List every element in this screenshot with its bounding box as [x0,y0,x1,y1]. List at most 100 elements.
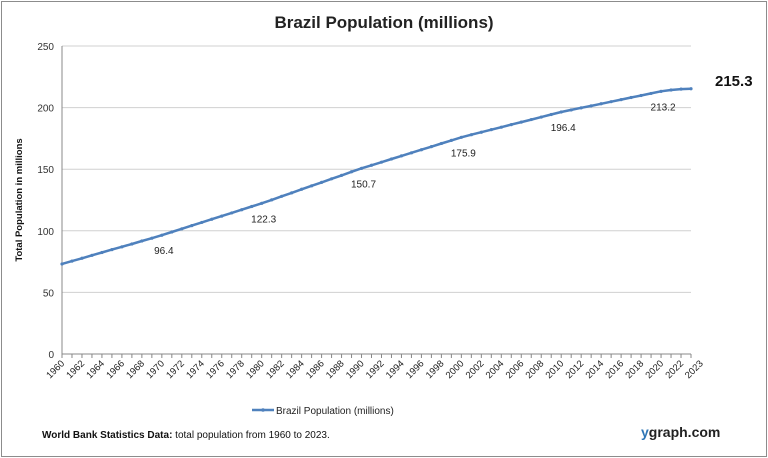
data-point [100,250,104,255]
y-tick-label: 200 [37,104,54,115]
data-point [409,151,414,155]
data-label: 213.2 [651,102,676,113]
series-line [61,87,692,266]
data-point [609,100,613,104]
data-point [579,106,583,110]
data-point [190,224,194,228]
data-point [120,245,124,249]
data-point [319,180,324,184]
x-tick-label: 2006 [504,358,527,381]
x-tick-label: 2004 [484,358,507,381]
x-tick-label: 1976 [204,358,227,381]
data-point [689,87,693,91]
data-point [210,217,214,221]
data-label: 196.4 [551,123,576,134]
x-tick-label: 1962 [64,358,87,381]
y-tick-label: 50 [43,288,55,299]
data-point [200,220,204,225]
data-point [230,211,234,215]
data-point [140,239,144,243]
data-point [150,236,154,240]
data-point [170,230,174,234]
x-tick-label: 1984 [284,358,307,381]
chart-title: Brazil Population (millions) [274,13,493,32]
source-label: World Bank Statistics Data: [42,430,173,441]
data-point [589,104,593,108]
data-point [459,135,463,139]
x-tick-label: 2012 [564,358,587,381]
data-label: 96.4 [154,246,174,257]
data-point [250,204,254,209]
data-point [260,201,264,205]
x-tick-label: 1982 [264,358,287,381]
x-tick-label: 2008 [524,358,547,381]
data-label-latest: 215.3 [715,73,753,90]
data-point [439,141,443,146]
data-point [479,130,483,134]
data-point [549,112,553,117]
data-point [659,89,663,93]
legend-label: Brazil Population (millions) [276,406,394,417]
x-tick-label: 2002 [464,358,487,381]
x-tick-label: 1974 [184,358,207,381]
y-tick-label: 250 [37,42,54,53]
y-tick-label: 100 [37,227,54,238]
data-point [329,177,334,181]
x-tick-label: 2018 [623,358,646,381]
data-point [559,110,563,114]
data-label: 150.7 [351,179,376,190]
data-point [379,160,384,164]
data-label: 175.9 [451,148,476,159]
data-point [489,128,493,132]
x-tick-label: 1996 [404,358,427,381]
y-axis-label: Total Population in millions [14,138,25,261]
data-point [529,117,533,122]
data-point [469,133,473,137]
y-tick-label: 0 [48,350,54,361]
data-point [499,125,503,129]
data-point [519,120,523,124]
data-point [160,233,164,237]
x-tick-label: 2010 [544,358,567,381]
x-tick-label: 1994 [384,358,407,381]
data-point [419,148,424,152]
source-text: total population from 1960 to 2023. [172,430,330,441]
source-note: World Bank Statistics Data: total popula… [42,430,330,441]
y-tick-label: 150 [37,165,54,176]
x-tick-label: 1964 [84,358,107,381]
x-tick-label: 2023 [683,358,706,381]
data-point [359,166,364,170]
brand-y: y [641,424,649,440]
data-point [639,93,643,98]
data-point [280,194,284,198]
data-point [180,227,184,231]
x-tick-label: 1966 [104,358,127,381]
data-point [449,138,453,142]
legend-marker [261,408,265,412]
data-point [270,198,274,202]
x-tick-label: 2014 [584,358,607,381]
data-point [70,259,74,263]
data-point [90,253,94,257]
data-point [240,208,244,212]
x-tick-label: 1970 [144,358,167,381]
data-point [669,88,673,92]
x-tick-label: 1988 [324,358,347,381]
x-tick-label: 2022 [663,358,686,381]
data-point [389,157,394,161]
data-point [130,242,134,246]
x-tick-label: 1980 [244,358,267,381]
x-tick-label: 1998 [424,358,447,381]
x-tick-label: 2016 [604,358,627,381]
x-tick-label: 1990 [344,358,367,381]
data-point [349,170,354,174]
data-point [290,191,294,195]
data-point [339,173,344,177]
data-point [80,256,84,260]
legend: Brazil Population (millions) [252,406,394,417]
brand-rest: graph.com [648,424,721,440]
data-point [110,248,114,252]
x-tick-label: 1960 [44,358,67,381]
